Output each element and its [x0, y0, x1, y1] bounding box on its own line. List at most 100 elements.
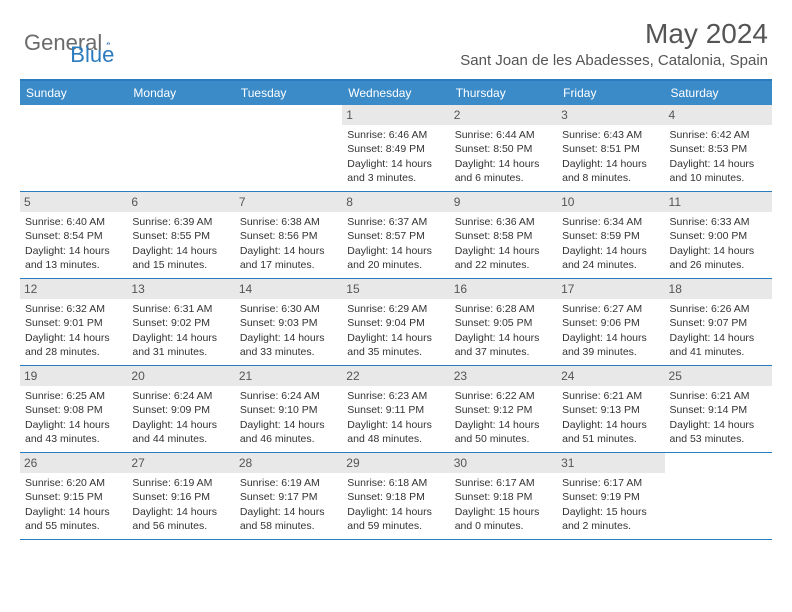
brand-part2: Blue: [70, 42, 114, 68]
daylight-line1: Daylight: 14 hours: [347, 157, 444, 171]
calendar-cell: 10Sunrise: 6:34 AMSunset: 8:59 PMDayligh…: [557, 192, 664, 278]
calendar-cell: 30Sunrise: 6:17 AMSunset: 9:18 PMDayligh…: [450, 453, 557, 539]
calendar-cell: 16Sunrise: 6:28 AMSunset: 9:05 PMDayligh…: [450, 279, 557, 365]
calendar-cell: 5Sunrise: 6:40 AMSunset: 8:54 PMDaylight…: [20, 192, 127, 278]
calendar-cell: 21Sunrise: 6:24 AMSunset: 9:10 PMDayligh…: [235, 366, 342, 452]
calendar-cell: 31 Sunrise: 6:17 AMSunset: 9:19 PMDayligh…: [557, 453, 664, 539]
sunset-text: Sunset: 9:11 PM: [347, 403, 444, 417]
sunset-text: Sunset: 9:04 PM: [347, 316, 444, 330]
calendar-cell: 1Sunrise: 6:46 AMSunset: 8:49 PMDaylight…: [342, 105, 449, 191]
sunrise-text: Sunrise: 6:19 AM: [132, 476, 229, 490]
daylight-line2: and 26 minutes.: [670, 258, 767, 272]
day-number: 4: [665, 105, 772, 125]
sunrise-text: Sunrise: 6:19 AM: [240, 476, 337, 490]
weekday-header: Friday: [557, 81, 664, 105]
calendar-grid: SundayMondayTuesdayWednesdayThursdayFrid…: [20, 79, 772, 540]
daylight-line1: Daylight: 14 hours: [132, 244, 229, 258]
daylight-line1: Daylight: 14 hours: [562, 244, 659, 258]
sunrise-text: Sunrise: 6:21 AM: [670, 389, 767, 403]
sunset-text: Sunset: 9:18 PM: [455, 490, 552, 504]
day-number: 7: [235, 192, 342, 212]
sunrise-text: Sunrise: 6:17 AM: [562, 476, 659, 490]
daylight-line2: and 43 minutes.: [25, 432, 122, 446]
calendar-cell: 27Sunrise: 6:19 AMSunset: 9:16 PMDayligh…: [127, 453, 234, 539]
sunrise-text: Sunrise: 6:40 AM: [25, 215, 122, 229]
calendar-week-row: 26Sunrise: 6:20 AMSunset: 9:15 PMDayligh…: [20, 453, 772, 540]
day-number: 23: [450, 366, 557, 386]
sunrise-text: Sunrise: 6:44 AM: [455, 128, 552, 142]
day-number: 11: [665, 192, 772, 212]
day-number: 29: [342, 453, 449, 473]
sunset-text: Sunset: 9:06 PM: [562, 316, 659, 330]
calendar-cell: 19Sunrise: 6:25 AMSunset: 9:08 PMDayligh…: [20, 366, 127, 452]
sunset-text: Sunset: 9:07 PM: [670, 316, 767, 330]
sunrise-text: Sunrise: 6:42 AM: [670, 128, 767, 142]
day-number: 26: [20, 453, 127, 473]
daylight-line1: Daylight: 15 hours: [562, 505, 659, 519]
sunset-text: Sunset: 8:57 PM: [347, 229, 444, 243]
daylight-line2: and 37 minutes.: [455, 345, 552, 359]
sunrise-text: Sunrise: 6:22 AM: [455, 389, 552, 403]
daylight-line1: Daylight: 14 hours: [670, 331, 767, 345]
day-number: 3: [557, 105, 664, 125]
daylight-line1: Daylight: 14 hours: [240, 331, 337, 345]
sunset-text: Sunset: 9:17 PM: [240, 490, 337, 504]
daylight-line1: Daylight: 14 hours: [455, 331, 552, 345]
calendar-cell: 7Sunrise: 6:38 AMSunset: 8:56 PMDaylight…: [235, 192, 342, 278]
weekday-header: Monday: [127, 81, 234, 105]
daylight-line1: Daylight: 14 hours: [670, 418, 767, 432]
sunset-text: Sunset: 9:05 PM: [455, 316, 552, 330]
day-number: 14: [235, 279, 342, 299]
sunrise-text: Sunrise: 6:39 AM: [132, 215, 229, 229]
sunset-text: Sunset: 8:58 PM: [455, 229, 552, 243]
daylight-line1: Daylight: 14 hours: [132, 505, 229, 519]
sunrise-text: Sunrise: 6:24 AM: [240, 389, 337, 403]
day-number: 18: [665, 279, 772, 299]
daylight-line1: Daylight: 14 hours: [25, 418, 122, 432]
daylight-line1: Daylight: 14 hours: [347, 505, 444, 519]
day-number: 31: [557, 453, 664, 473]
sunrise-text: Sunrise: 6:33 AM: [670, 215, 767, 229]
daylight-line1: Daylight: 14 hours: [240, 505, 337, 519]
sunset-text: Sunset: 9:02 PM: [132, 316, 229, 330]
calendar-cell: 26Sunrise: 6:20 AMSunset: 9:15 PMDayligh…: [20, 453, 127, 539]
daylight-line1: Daylight: 14 hours: [25, 505, 122, 519]
sunset-text: Sunset: 9:08 PM: [25, 403, 122, 417]
title-block: May 2024 Sant Joan de les Abadesses, Cat…: [460, 18, 768, 69]
daylight-line1: Daylight: 14 hours: [240, 418, 337, 432]
sunset-text: Sunset: 9:19 PM: [562, 490, 659, 504]
daylight-line1: Daylight: 14 hours: [25, 244, 122, 258]
calendar-week-row: 19Sunrise: 6:25 AMSunset: 9:08 PMDayligh…: [20, 366, 772, 453]
calendar-cell: 11Sunrise: 6:33 AMSunset: 9:00 PMDayligh…: [665, 192, 772, 278]
daylight-line1: Daylight: 14 hours: [347, 244, 444, 258]
calendar-cell: 13Sunrise: 6:31 AMSunset: 9:02 PMDayligh…: [127, 279, 234, 365]
calendar-cell: 3Sunrise: 6:43 AMSunset: 8:51 PMDaylight…: [557, 105, 664, 191]
calendar-cell: 25Sunrise: 6:21 AMSunset: 9:14 PMDayligh…: [665, 366, 772, 452]
calendar-cell: 2Sunrise: 6:44 AMSunset: 8:50 PMDaylight…: [450, 105, 557, 191]
calendar-cell-empty: [235, 105, 342, 191]
day-number: 17: [557, 279, 664, 299]
daylight-line1: Daylight: 14 hours: [562, 157, 659, 171]
weekday-header: Sunday: [20, 81, 127, 105]
day-number: 20: [127, 366, 234, 386]
daylight-line2: and 35 minutes.: [347, 345, 444, 359]
calendar-cell: 28Sunrise: 6:19 AMSunset: 9:17 PMDayligh…: [235, 453, 342, 539]
day-number: 9: [450, 192, 557, 212]
sunset-text: Sunset: 8:55 PM: [132, 229, 229, 243]
sunset-text: Sunset: 9:00 PM: [670, 229, 767, 243]
daylight-line1: Daylight: 14 hours: [132, 418, 229, 432]
daylight-line2: and 22 minutes.: [455, 258, 552, 272]
daylight-line2: and 8 minutes.: [562, 171, 659, 185]
day-number: 2: [450, 105, 557, 125]
sunrise-text: Sunrise: 6:46 AM: [347, 128, 444, 142]
daylight-line2: and 3 minutes.: [347, 171, 444, 185]
daylight-line2: and 28 minutes.: [25, 345, 122, 359]
daylight-line1: Daylight: 14 hours: [455, 244, 552, 258]
sunrise-text: Sunrise: 6:34 AM: [562, 215, 659, 229]
sunrise-text: Sunrise: 6:28 AM: [455, 302, 552, 316]
day-number: 1: [342, 105, 449, 125]
sunset-text: Sunset: 9:03 PM: [240, 316, 337, 330]
daylight-line2: and 51 minutes.: [562, 432, 659, 446]
calendar-cell: 17Sunrise: 6:27 AMSunset: 9:06 PMDayligh…: [557, 279, 664, 365]
daylight-line2: and 41 minutes.: [670, 345, 767, 359]
